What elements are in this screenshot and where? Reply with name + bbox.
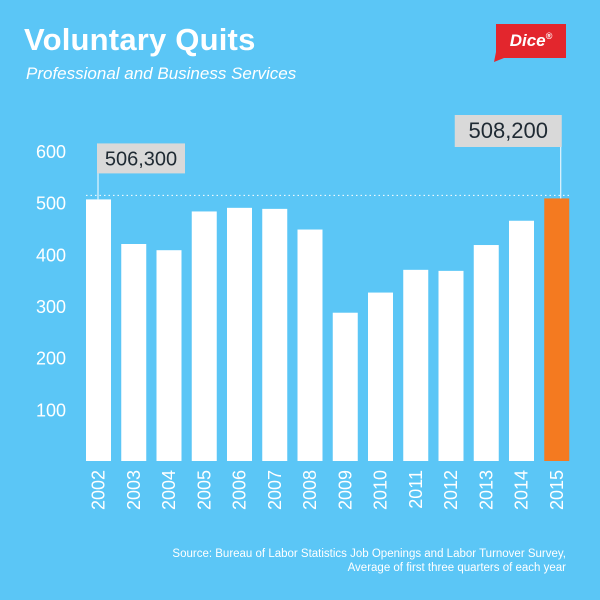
bar-2004 — [156, 250, 182, 461]
x-tick-label-2009: 2009 — [335, 470, 355, 510]
y-tick-label-200: 200 — [36, 349, 66, 369]
chart-title: Voluntary Quits — [24, 22, 256, 57]
callout-label-2015: 508,200 — [468, 118, 548, 143]
bar-2009 — [332, 312, 358, 461]
y-tick-label-400: 400 — [36, 245, 66, 265]
source-line-2: Average of first three quarters of each … — [347, 562, 566, 574]
logo-registered-mark: ® — [545, 31, 553, 41]
source-note: Source: Bureau of Labor Statistics Job O… — [86, 547, 566, 575]
bar-2012 — [438, 270, 464, 461]
y-tick-label-100: 100 — [36, 400, 66, 420]
x-tick-label-2012: 2012 — [441, 470, 461, 510]
y-tick-label-300: 300 — [36, 297, 66, 317]
bar-2003 — [121, 244, 147, 461]
bar-2014 — [509, 220, 534, 461]
chart-subtitle: Professional and Business Services — [26, 64, 297, 83]
x-tick-label-2007: 2007 — [265, 470, 285, 510]
x-tick-label-2003: 2003 — [124, 470, 144, 510]
y-tick-label-500: 500 — [36, 194, 66, 214]
callout-label-2002: 506,300 — [105, 148, 177, 170]
x-tick-label-2005: 2005 — [194, 470, 214, 510]
bar-2010 — [368, 292, 393, 461]
bar-2008 — [297, 229, 323, 461]
x-tick-label-2002: 2002 — [89, 470, 109, 510]
x-tick-label-2015: 2015 — [547, 470, 567, 510]
x-tick-label-2011: 2011 — [406, 470, 426, 509]
bar-2005 — [191, 211, 217, 461]
callout-box-2015 — [454, 115, 562, 147]
x-tick-label-2013: 2013 — [476, 470, 496, 510]
logo-text: Dice — [509, 31, 546, 50]
x-tick-label-2010: 2010 — [371, 470, 391, 510]
bar-2006 — [227, 207, 252, 461]
bar-2013 — [473, 245, 499, 461]
y-tick-label-600: 600 — [36, 142, 66, 162]
bar-2007 — [262, 208, 288, 461]
x-tick-label-2014: 2014 — [512, 470, 532, 510]
callout-box-2002 — [97, 143, 185, 174]
x-tick-label-2008: 2008 — [300, 470, 320, 510]
bar-2011 — [403, 269, 429, 461]
bar-2015 — [544, 198, 570, 461]
logo-badge-shape — [494, 24, 566, 62]
x-tick-label-2004: 2004 — [159, 470, 179, 510]
x-tick-label-2006: 2006 — [230, 470, 250, 510]
source-line-1: Source: Bureau of Labor Statistics Job O… — [172, 548, 566, 560]
dice-logo: Dice® — [492, 22, 570, 62]
bar-2002 — [86, 199, 111, 461]
